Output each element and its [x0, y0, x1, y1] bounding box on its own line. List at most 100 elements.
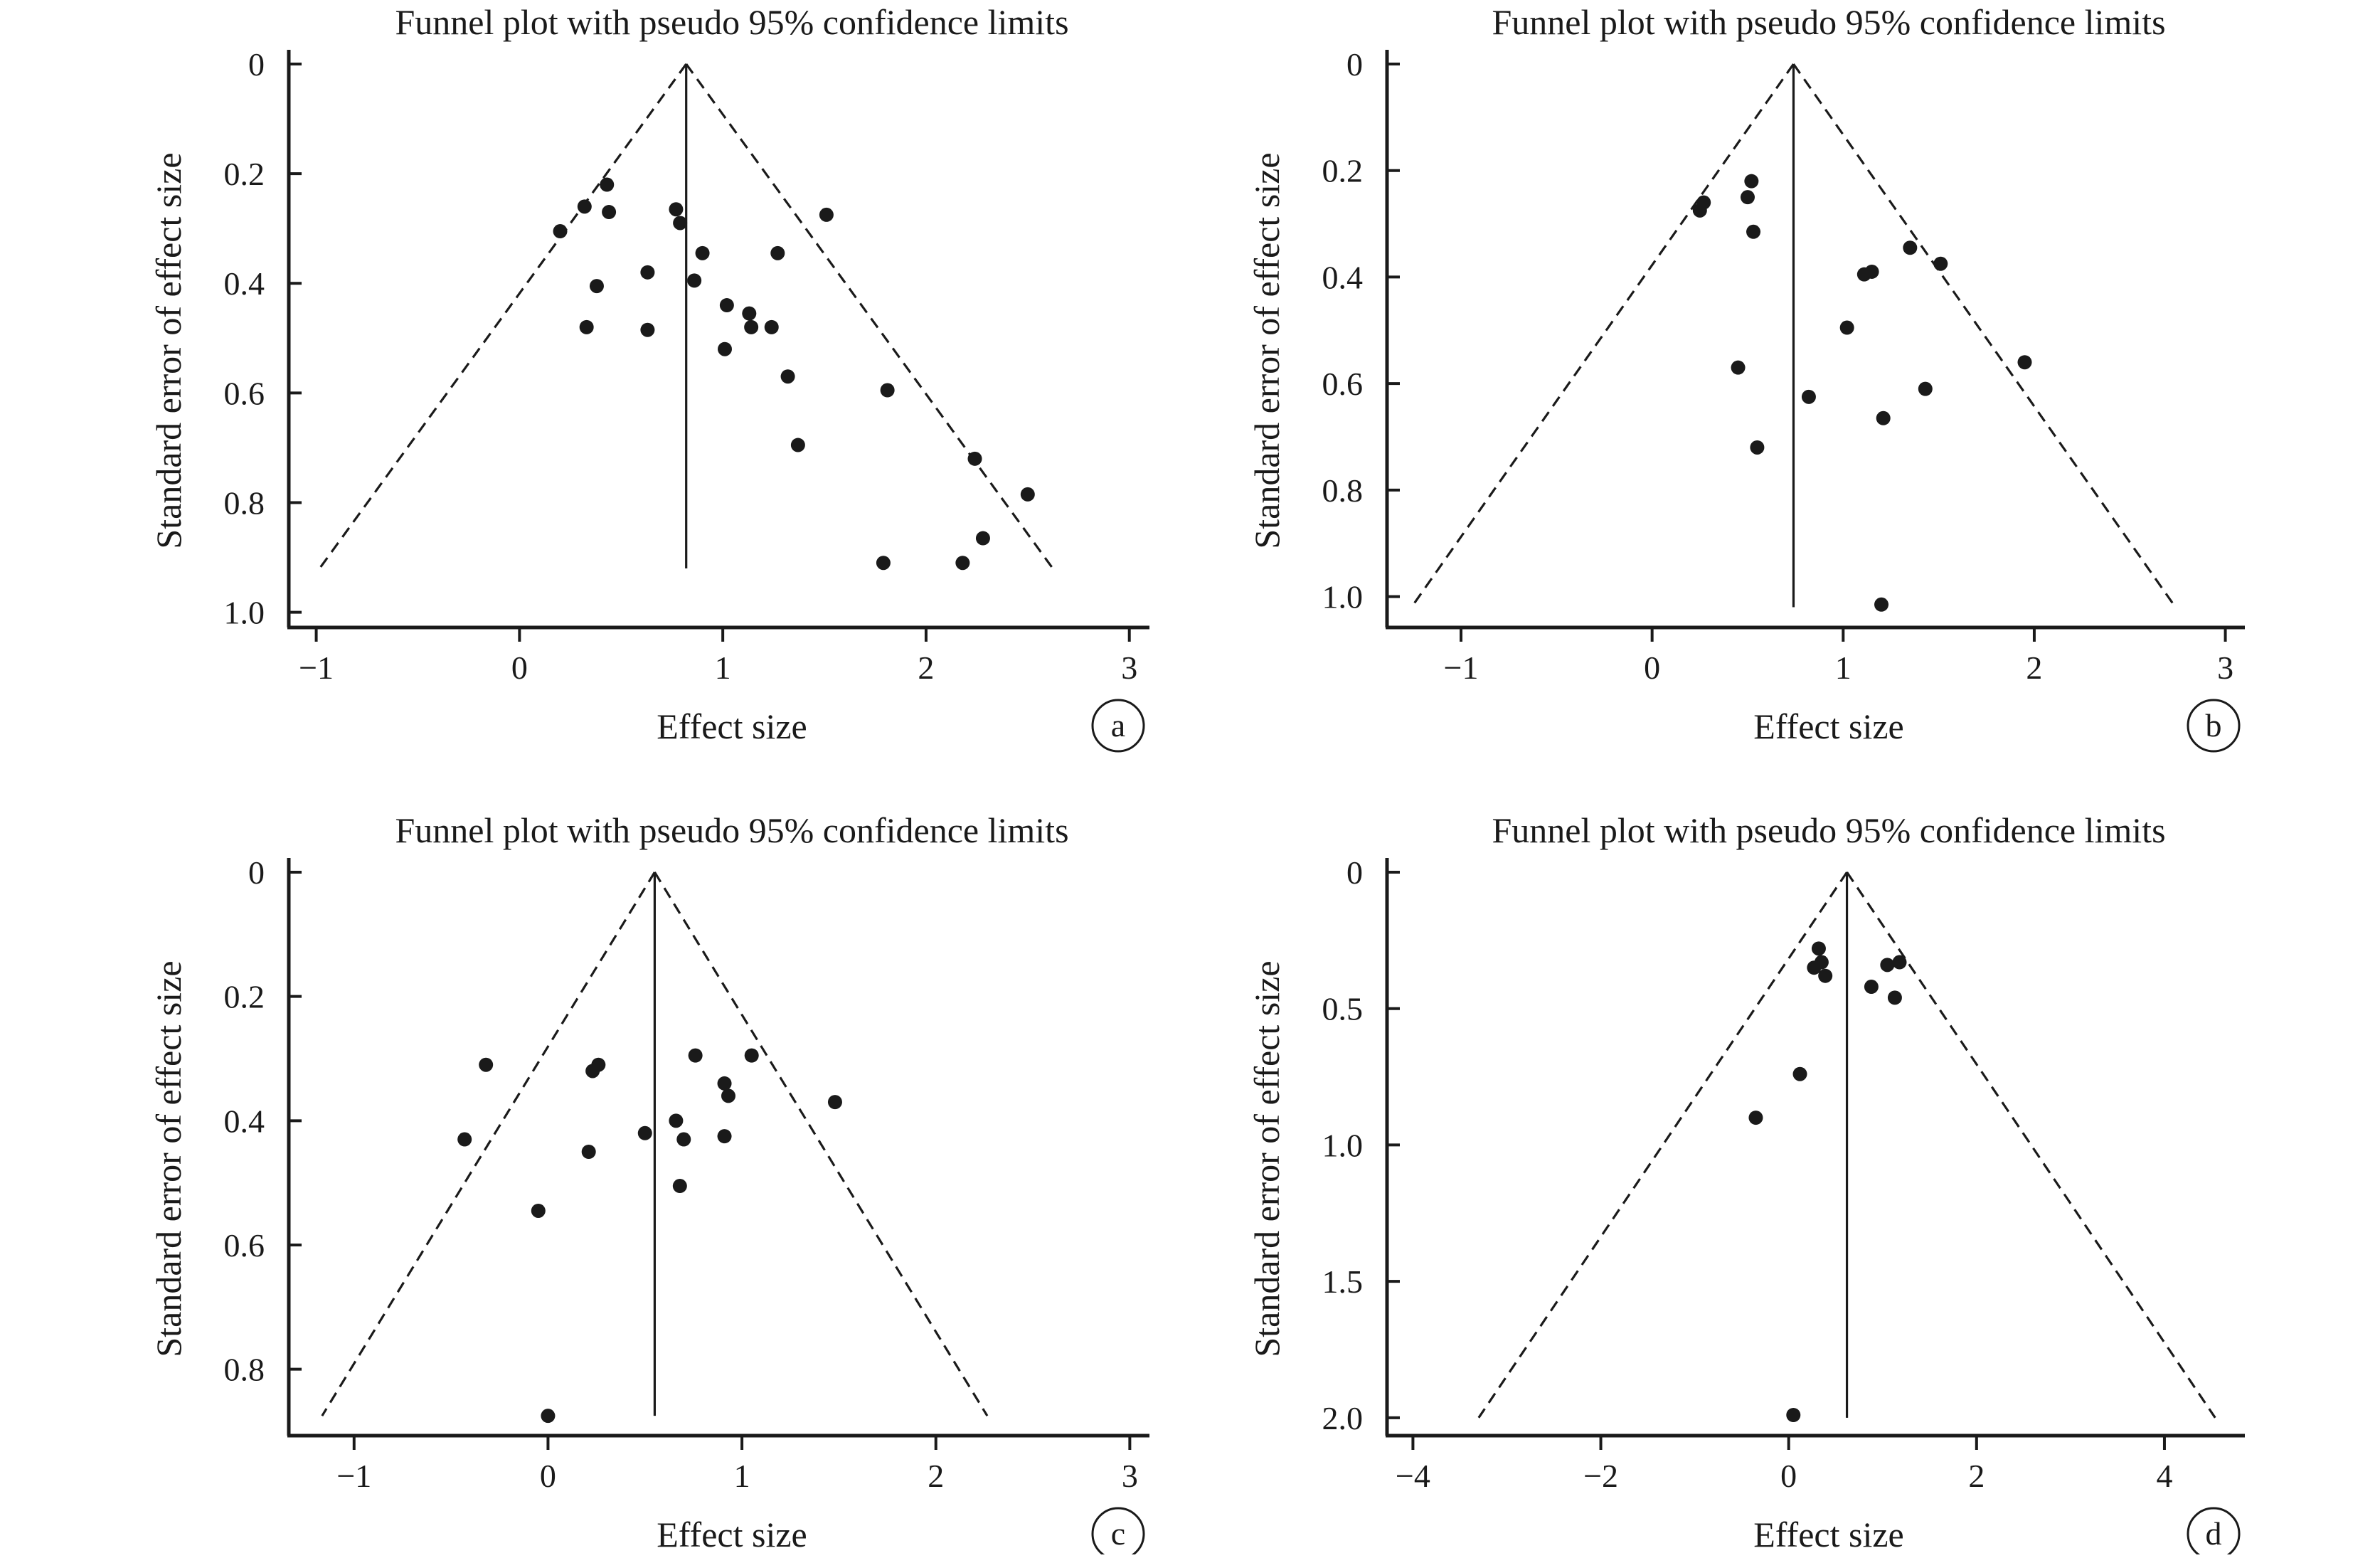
data-point	[1020, 487, 1035, 502]
data-point	[1807, 960, 1822, 975]
panel-letter-circle	[1091, 1507, 1145, 1558]
y-tick-label: 2.0	[1322, 1400, 1364, 1436]
data-point	[541, 1409, 556, 1424]
panel-d: Funnel plot with pseudo 95% confidence l…	[1247, 810, 2245, 1558]
y-tick-label: 0.2	[224, 979, 265, 1015]
panel-letter-circle	[1091, 699, 1145, 753]
x-tick-label: −1	[1444, 650, 1479, 686]
panel-letter: d	[2206, 1515, 2222, 1552]
data-point	[1818, 968, 1833, 983]
x-tick-label: 3	[1122, 1458, 1138, 1494]
data-point	[790, 438, 805, 452]
y-tick-label: 0	[1346, 46, 1363, 83]
data-point	[640, 322, 655, 337]
x-tick-label: 0	[540, 1458, 556, 1494]
data-point	[717, 1076, 732, 1091]
data-point	[717, 1129, 732, 1144]
data-point	[744, 1048, 759, 1063]
data-point	[719, 298, 734, 313]
data-point	[687, 273, 702, 288]
data-point	[600, 177, 615, 192]
x-axis-label: Effect size	[1753, 706, 1903, 746]
x-axis-label: Effect size	[657, 706, 807, 746]
upper-confidence-limit-line	[1846, 871, 2216, 1419]
y-axis-label: Standard error of effect size	[149, 960, 188, 1357]
data-point	[1880, 958, 1895, 973]
data-point	[742, 306, 757, 321]
x-tick-label: −1	[299, 650, 334, 686]
data-point	[718, 341, 733, 356]
data-point	[457, 1132, 472, 1147]
data-point	[2017, 355, 2032, 370]
data-point	[1744, 174, 1759, 189]
data-point	[591, 1057, 606, 1072]
data-point	[780, 369, 795, 384]
x-tick-label: 3	[2217, 650, 2233, 686]
data-point	[1892, 955, 1907, 970]
data-point	[589, 279, 604, 294]
y-tick-label: 0	[248, 854, 265, 891]
data-point	[744, 319, 759, 334]
data-point	[1748, 1111, 1763, 1125]
x-tick-label: 1	[1835, 650, 1852, 686]
upper-confidence-limit-line	[1792, 63, 2177, 608]
y-tick-label: 1.0	[1322, 1127, 1364, 1163]
data-point	[669, 202, 684, 217]
data-point	[1903, 240, 1918, 255]
data-point	[1864, 980, 1879, 995]
data-point	[764, 319, 779, 334]
data-point	[581, 1145, 596, 1159]
y-tick-label: 0.6	[1322, 366, 1364, 402]
data-point	[1792, 1066, 1807, 1081]
data-point	[579, 319, 594, 334]
panel-letter: a	[1111, 707, 1125, 743]
upper-confidence-limit-line	[685, 63, 1054, 569]
data-point	[1918, 381, 1933, 396]
data-point	[688, 1048, 703, 1063]
panel-letter: b	[2206, 707, 2222, 743]
y-tick-label: 1.0	[224, 595, 265, 631]
data-point	[1750, 440, 1765, 455]
data-point	[1874, 597, 1889, 612]
data-point	[673, 216, 688, 230]
data-point	[602, 205, 617, 220]
y-axis-label: Standard error of effect size	[1247, 152, 1287, 549]
y-tick-label: 0.2	[224, 156, 265, 192]
y-tick-label: 0.8	[224, 1352, 265, 1388]
y-tick-label: 0.4	[224, 1103, 265, 1139]
panel-letter-circle	[2187, 699, 2241, 753]
data-point	[1801, 389, 1816, 404]
data-point	[695, 245, 710, 260]
upper-confidence-limit-line	[654, 871, 989, 1417]
data-point	[531, 1203, 546, 1218]
data-point	[827, 1095, 842, 1110]
data-point	[1746, 224, 1761, 239]
x-tick-label: 0	[1780, 1458, 1797, 1494]
y-tick-label: 0.4	[224, 265, 265, 302]
y-tick-label: 0	[248, 46, 265, 83]
x-tick-label: 1	[734, 1458, 750, 1494]
data-point	[770, 245, 785, 260]
data-point	[721, 1088, 735, 1103]
data-point	[880, 383, 895, 398]
y-tick-label: 0.5	[1322, 991, 1364, 1027]
data-point	[479, 1057, 494, 1072]
lower-confidence-limit-line	[319, 63, 687, 569]
x-tick-label: 0	[1644, 650, 1660, 686]
data-point	[577, 199, 592, 214]
data-point	[967, 451, 982, 466]
data-point	[669, 1113, 684, 1128]
y-tick-label: 0	[1346, 854, 1363, 891]
data-point	[672, 1179, 687, 1194]
data-point	[1811, 941, 1826, 956]
lower-confidence-limit-line	[321, 871, 656, 1417]
data-point	[1786, 1407, 1801, 1422]
lower-confidence-limit-line	[1477, 871, 1848, 1419]
y-tick-label: 0.8	[224, 484, 265, 521]
data-point	[1740, 190, 1755, 205]
data-point	[819, 207, 834, 222]
x-tick-label: 0	[511, 650, 528, 686]
data-point	[876, 556, 891, 571]
